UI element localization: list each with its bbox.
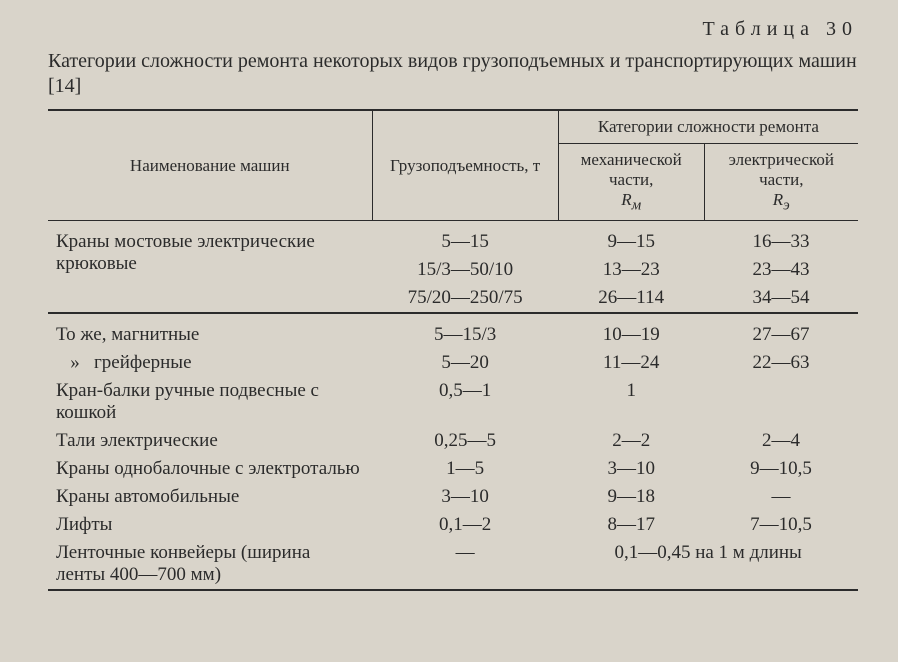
col-header-name: Наименование машин xyxy=(48,110,372,221)
cell-capacity: 3—10 xyxy=(372,483,558,511)
table-caption: Категории сложности ремонта некоторых ви… xyxy=(48,49,858,99)
col-header-category-group: Категории сложности ремонта xyxy=(558,110,858,144)
cell-capacity: 0,5—1 xyxy=(372,377,558,427)
cell-span-mech-elec: 0,1—0,45 на 1 м длины xyxy=(558,539,858,590)
cell-capacity: 75/20—250/75 xyxy=(372,284,558,313)
cell-mech: 10—19 xyxy=(558,313,704,349)
cell-mech: 9—18 xyxy=(558,483,704,511)
cell-elec: 7—10,5 xyxy=(704,511,858,539)
cell-elec: 27—67 xyxy=(704,313,858,349)
cell-elec: 23—43 xyxy=(704,256,858,284)
row-name: Тали электрические xyxy=(48,427,372,455)
row-name: То же, магнитные xyxy=(48,313,372,349)
cell-capacity: 0,1—2 xyxy=(372,511,558,539)
row-name: Краны мостовые электрические крюковые xyxy=(48,221,372,314)
cell-mech: 3—10 xyxy=(558,455,704,483)
cell-elec: 9—10,5 xyxy=(704,455,858,483)
row-name: Ленточные конвейеры (ширина ленты 400—70… xyxy=(48,539,372,590)
cell-mech: 11—24 xyxy=(558,349,704,377)
cell-mech: 1 xyxy=(558,377,704,427)
cell-mech: 13—23 xyxy=(558,256,704,284)
cell-elec: 34—54 xyxy=(704,284,858,313)
table-number: Таблица 30 xyxy=(48,18,858,41)
row-name: Лифты xyxy=(48,511,372,539)
col-header-elec: электрической части, Rэ xyxy=(704,144,858,221)
col-header-capacity: Грузоподъемность, т xyxy=(372,110,558,221)
col-header-mech: механической части, Rм xyxy=(558,144,704,221)
cell-capacity: 1—5 xyxy=(372,455,558,483)
row-name: Краны однобалочные с электроталью xyxy=(48,455,372,483)
cell-elec: — xyxy=(704,483,858,511)
row-name: » грейферные xyxy=(48,349,372,377)
cell-capacity: 5—15/3 xyxy=(372,313,558,349)
cell-capacity: 5—20 xyxy=(372,349,558,377)
row-name: Кран-балки ручные подвесные с кошкой xyxy=(48,377,372,427)
row-name: Краны автомобильные xyxy=(48,483,372,511)
cell-elec: 22—63 xyxy=(704,349,858,377)
cell-elec: 2—4 xyxy=(704,427,858,455)
cell-capacity: 15/3—50/10 xyxy=(372,256,558,284)
cell-capacity: — xyxy=(372,539,558,590)
cell-mech: 8—17 xyxy=(558,511,704,539)
cell-capacity: 5—15 xyxy=(372,221,558,257)
cell-mech: 9—15 xyxy=(558,221,704,257)
cell-elec: 16—33 xyxy=(704,221,858,257)
cell-elec xyxy=(704,377,858,427)
cell-mech: 2—2 xyxy=(558,427,704,455)
cell-mech: 26—114 xyxy=(558,284,704,313)
cell-capacity: 0,25—5 xyxy=(372,427,558,455)
complexity-table: Наименование машин Грузоподъемность, т К… xyxy=(48,109,858,591)
